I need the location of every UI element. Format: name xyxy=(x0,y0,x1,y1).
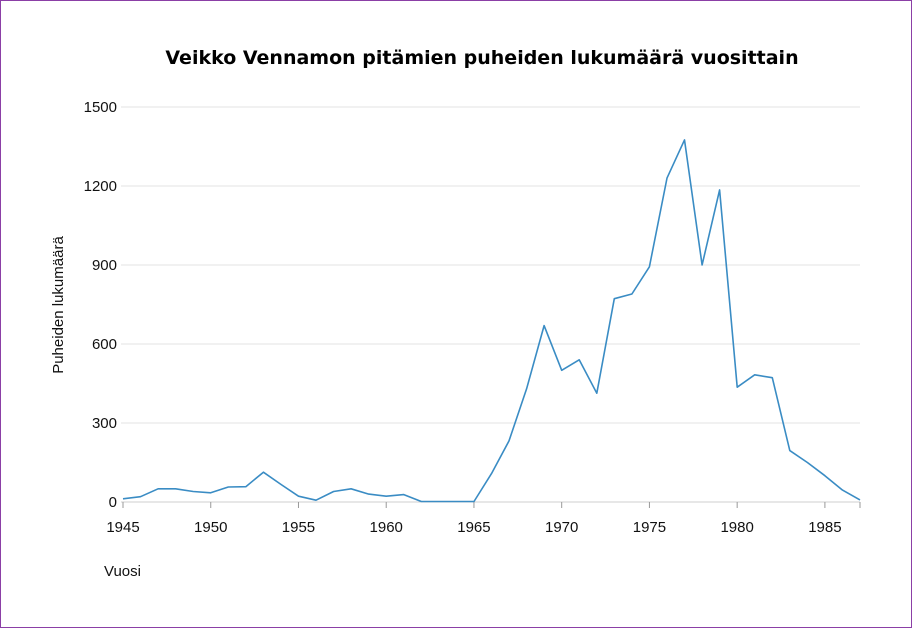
y-tick-label: 1500 xyxy=(84,99,117,116)
x-axis-ticks: 1945 1950 1955 1960 1965 1970 1975 1980 1985 xyxy=(106,502,861,536)
x-axis-label: Vuosi xyxy=(104,563,141,580)
x-tick-label: 1945 xyxy=(106,519,139,536)
x-tick-label: 1955 xyxy=(282,519,315,536)
x-tick-label: 1980 xyxy=(720,519,753,536)
x-tick-label: 1985 xyxy=(808,519,841,536)
y-tick-label: 300 xyxy=(92,415,117,432)
chart-title: Veikko Vennamon pitämien puheiden lukumä… xyxy=(165,47,798,69)
y-tick-label: 900 xyxy=(92,257,117,274)
gridlines xyxy=(121,106,860,503)
series-group xyxy=(122,139,861,503)
x-tick-label: 1975 xyxy=(633,519,666,536)
y-axis-ticks: 0 300 600 900 1200 1500 xyxy=(84,99,117,511)
y-axis-label: Puheiden lukumäärä xyxy=(50,236,67,374)
x-tick-label: 1970 xyxy=(545,519,578,536)
x-tick-label: 1965 xyxy=(457,519,490,536)
series-line xyxy=(122,139,861,503)
y-tick-label: 600 xyxy=(92,336,117,353)
y-tick-label: 1200 xyxy=(84,178,117,195)
x-tick-label: 1950 xyxy=(194,519,227,536)
y-tick-label: 0 xyxy=(109,494,117,511)
x-tick-label: 1960 xyxy=(370,519,403,536)
